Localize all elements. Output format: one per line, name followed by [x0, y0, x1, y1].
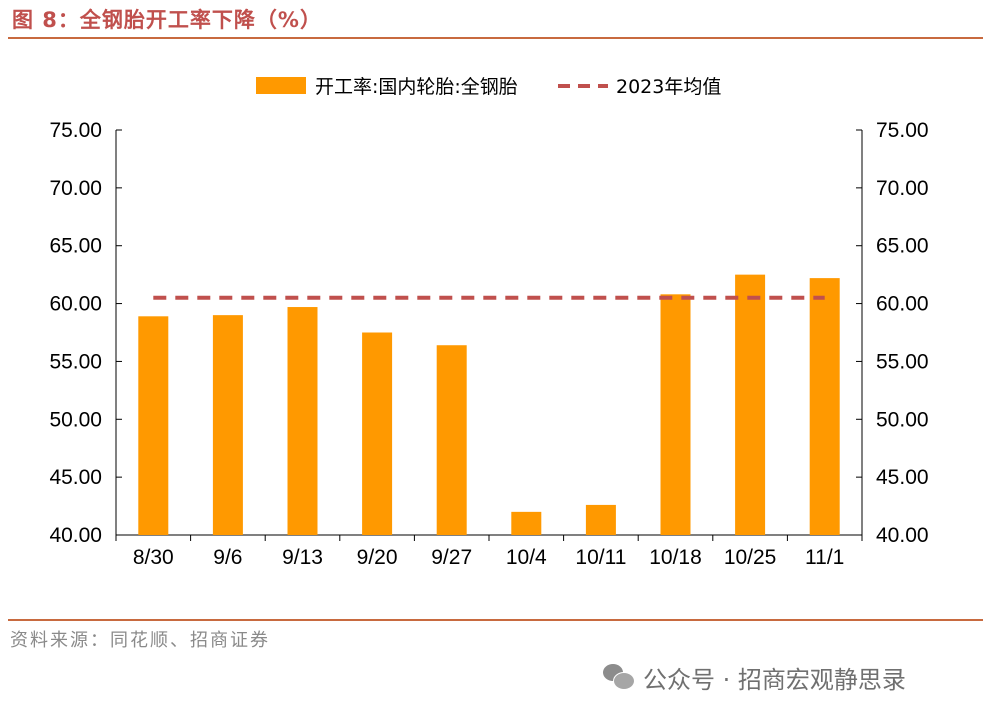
bar	[585, 504, 616, 535]
legend-label-mean: 2023年均值	[616, 76, 721, 98]
bar	[436, 345, 467, 535]
bar	[809, 278, 840, 535]
x-tick-label: 8/30	[133, 546, 174, 569]
watermark-text: 公众号 · 招商宏观静思录	[643, 665, 906, 694]
bar	[660, 294, 691, 535]
x-tick-label: 9/13	[282, 546, 323, 569]
y-tick-label-right: 70.00	[876, 177, 929, 200]
y-tick-label-right: 45.00	[876, 466, 929, 489]
y-tick-labels: 40.00 40.00 45.00 45.00 50.00 50.00 55.00 55.00…	[49, 119, 928, 547]
x-tick-label: 10/11	[575, 546, 626, 569]
y-tick-label-left: 45.00	[49, 466, 102, 489]
bars	[138, 274, 840, 535]
y-tick-label-left: 70.00	[49, 177, 102, 200]
source-note: 资料来源：同花顺、招商证券	[10, 630, 270, 651]
x-tick-label: 11/1	[805, 546, 844, 569]
bar	[287, 307, 318, 535]
y-tick-label-right: 65.00	[876, 235, 929, 258]
y-tick-label-left: 65.00	[49, 235, 102, 258]
bar	[511, 511, 542, 535]
title-rule	[8, 37, 983, 39]
y-tick-label-left: 75.00	[49, 119, 102, 142]
bar	[362, 332, 393, 535]
x-tick-label: 10/4	[506, 546, 547, 569]
legend: 开工率:国内轮胎:全钢胎 2023年均值	[256, 76, 721, 98]
y-tick-label-right: 60.00	[876, 293, 929, 316]
x-tick-label: 10/18	[649, 546, 702, 569]
x-tick-label: 9/27	[431, 546, 472, 569]
wechat-icon	[603, 664, 635, 690]
figure-title: 图 8：全钢胎开工率下降（%）	[12, 8, 322, 32]
y-tick-label-right: 50.00	[876, 408, 929, 431]
y-tick-label-left: 50.00	[49, 408, 102, 431]
x-tick-label: 9/6	[213, 546, 242, 569]
source-rule	[8, 619, 983, 621]
y-tick-label-right: 40.00	[876, 524, 929, 547]
legend-swatch-bar	[256, 77, 306, 94]
legend-label-bar: 开工率:国内轮胎:全钢胎	[315, 76, 518, 98]
bar	[735, 274, 766, 535]
x-tick-label: 9/20	[357, 546, 398, 569]
y-tick-label-left: 55.00	[49, 350, 102, 373]
x-tick-label: 10/25	[724, 546, 777, 569]
y-tick-label-left: 40.00	[49, 524, 102, 547]
bar	[212, 315, 243, 535]
y-tick-label-left: 60.00	[49, 293, 102, 316]
x-tick-labels: 8/30 9/6 9/13 9/20 9/27 10/4 10/11 10/18 10/25 11…	[133, 546, 845, 569]
y-tick-label-right: 55.00	[876, 350, 929, 373]
y-tick-label-right: 75.00	[876, 119, 929, 142]
watermark: 公众号 · 招商宏观静思录	[603, 660, 906, 694]
bar	[138, 316, 169, 535]
